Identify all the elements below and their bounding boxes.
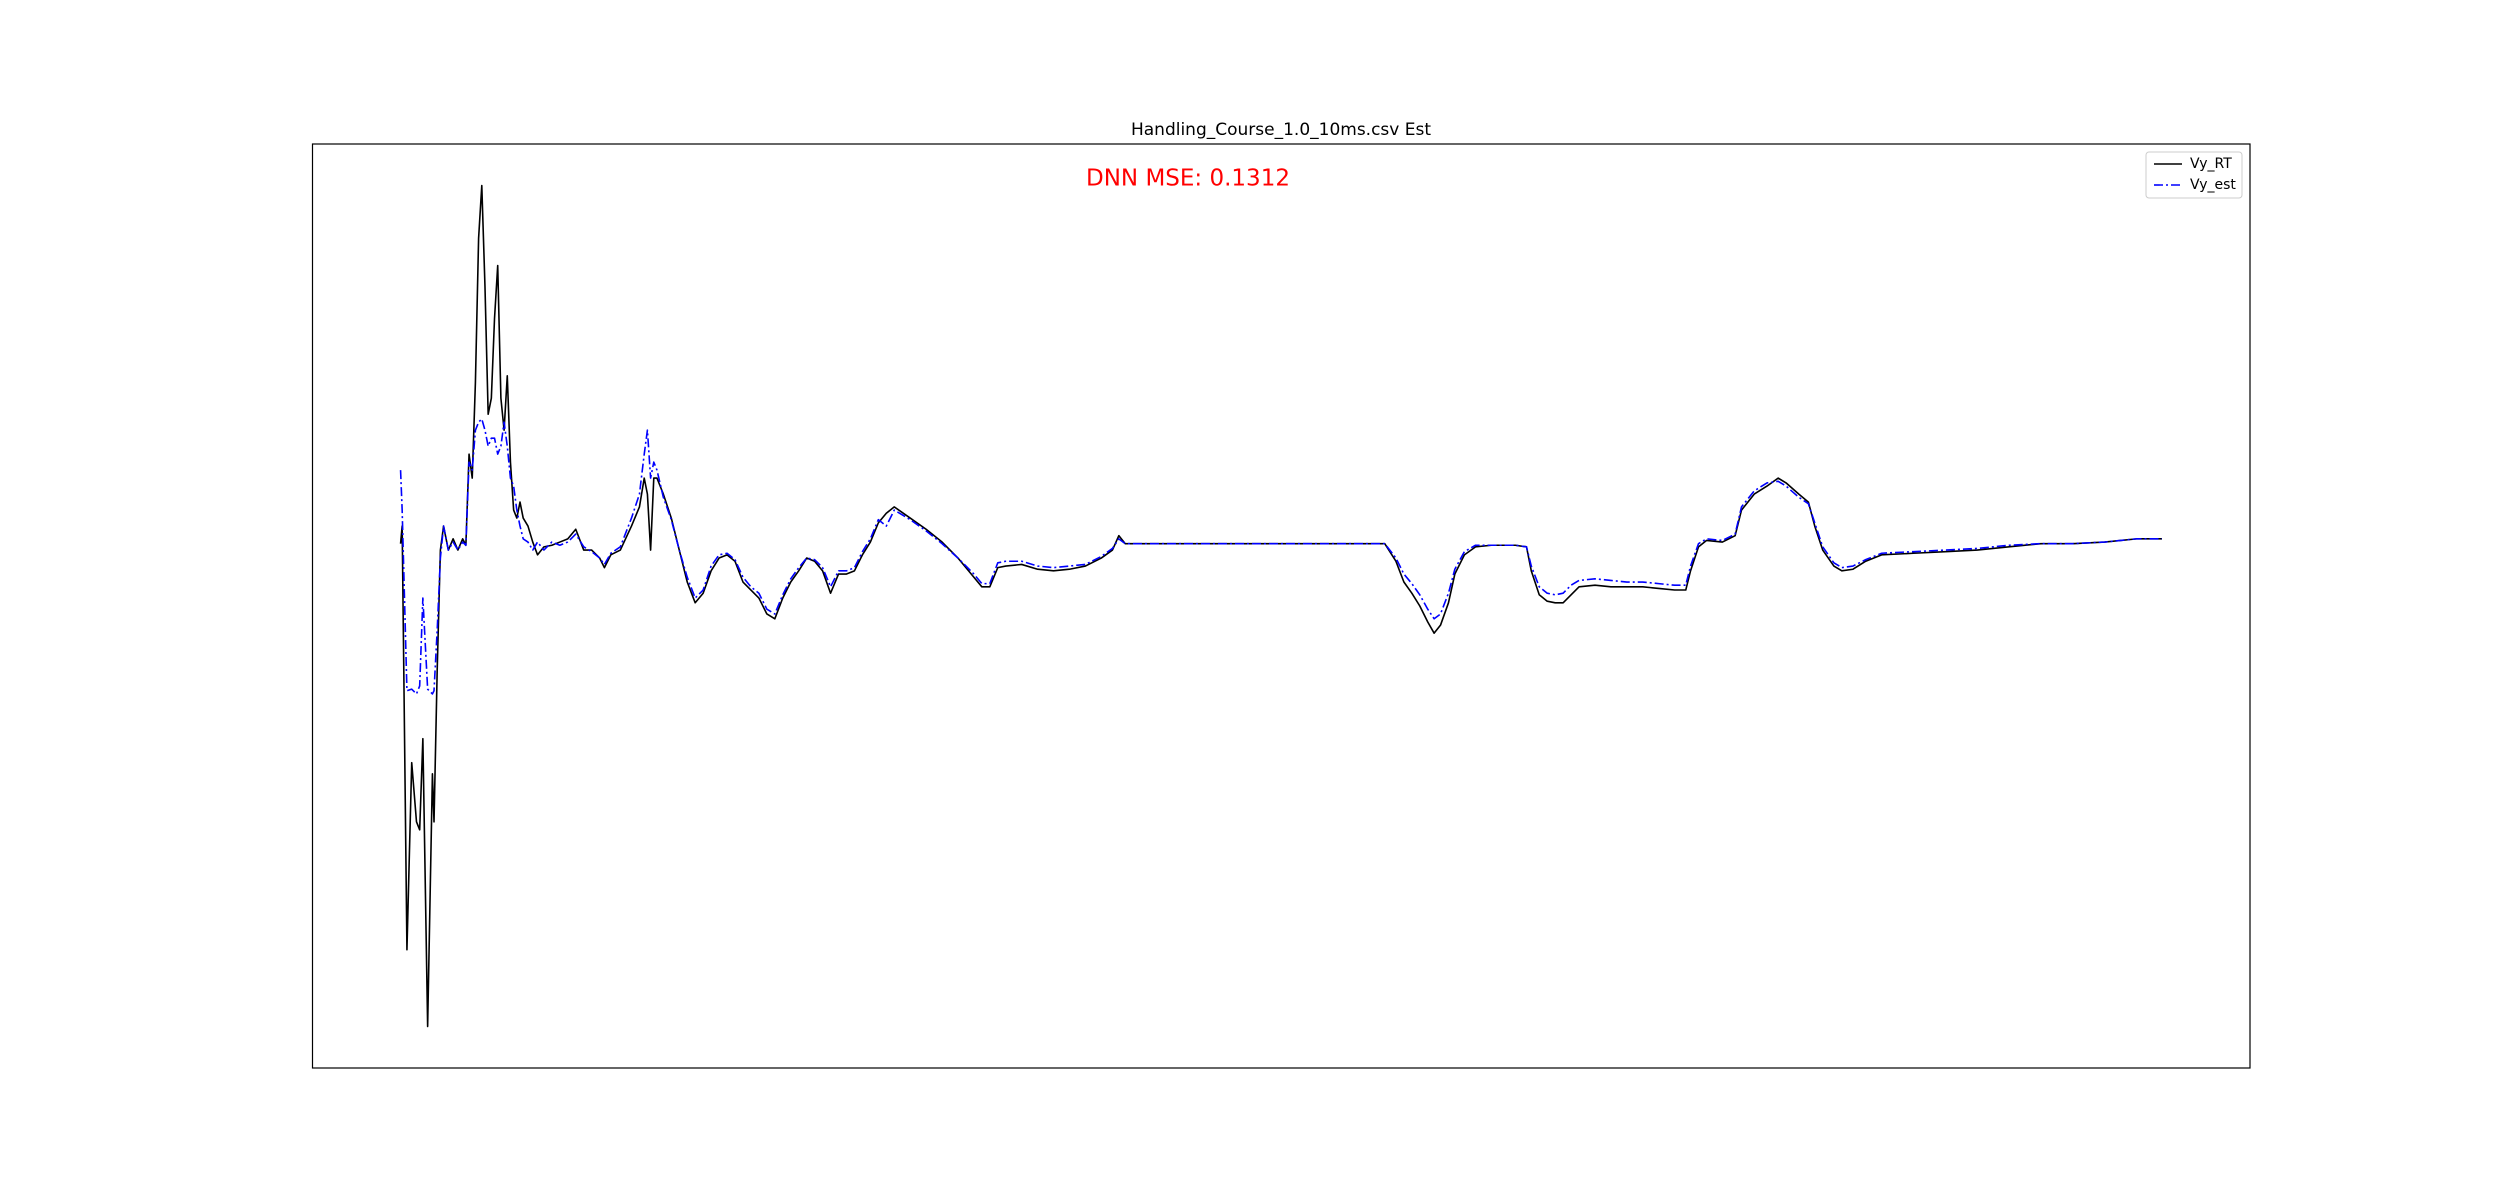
series-line (399, 184, 2162, 1028)
series-line (399, 418, 2162, 695)
plot-frame (311, 143, 2251, 1069)
chart-title: Handling_Course_1.0_10ms.csv Est (1131, 120, 1431, 140)
legend-label: Vy_RT (2190, 156, 2232, 172)
legend-label: Vy_est (2190, 177, 2236, 193)
annotation: DNN MSE: 0.1312 (1086, 166, 1290, 192)
